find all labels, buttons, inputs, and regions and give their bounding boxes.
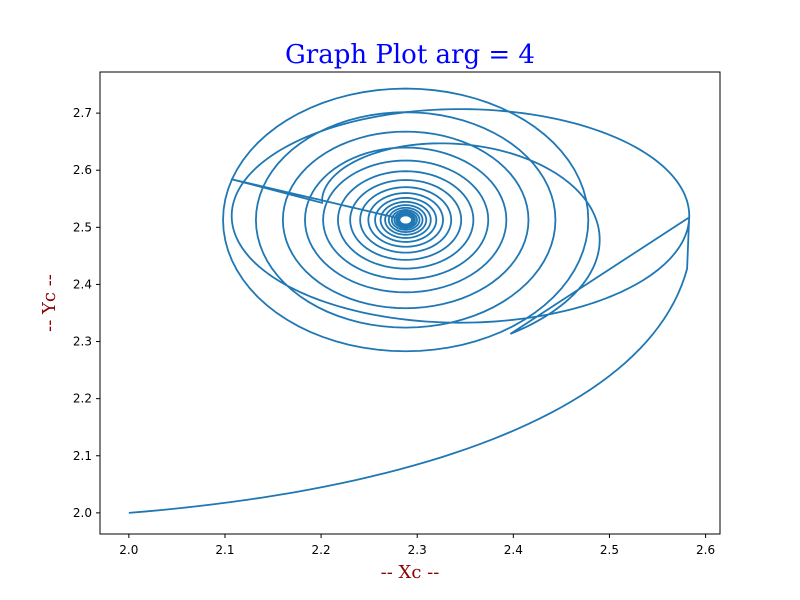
y-tick-label-5: 2.5 <box>73 220 92 234</box>
y-tick-label-0: 2.0 <box>73 506 92 520</box>
x-tick-label-5: 2.5 <box>600 543 619 557</box>
y-tick-label-7: 2.7 <box>73 106 92 120</box>
x-tick-label-1: 2.1 <box>215 543 234 557</box>
x-tick-label-6: 2.6 <box>696 543 715 557</box>
y-tick-label-3: 2.3 <box>73 335 92 349</box>
series-center-cluster <box>401 217 407 221</box>
x-axis-ticks: 2.0 2.1 2.2 2.3 2.4 2.5 2.6 <box>119 534 715 557</box>
series-line <box>128 87 691 514</box>
y-tick-label-6: 2.6 <box>73 163 92 177</box>
y-axis-ticks: 2.0 2.1 2.2 2.3 2.4 2.5 2.6 2.7 <box>73 106 100 520</box>
y-tick-label-1: 2.1 <box>73 449 92 463</box>
x-tick-label-2: 2.2 <box>312 543 331 557</box>
x-tick-label-0: 2.0 <box>119 543 138 557</box>
x-tick-label-3: 2.3 <box>408 543 427 557</box>
chart-title: Graph Plot arg = 4 <box>285 40 535 70</box>
x-tick-label-4: 2.4 <box>504 543 523 557</box>
y-tick-label-4: 2.4 <box>73 277 92 291</box>
y-tick-label-2: 2.2 <box>73 392 92 406</box>
y-axis-label: -- Yc -- <box>39 274 60 332</box>
x-axis-label: -- Xc -- <box>381 562 440 583</box>
plot-area <box>99 71 721 535</box>
